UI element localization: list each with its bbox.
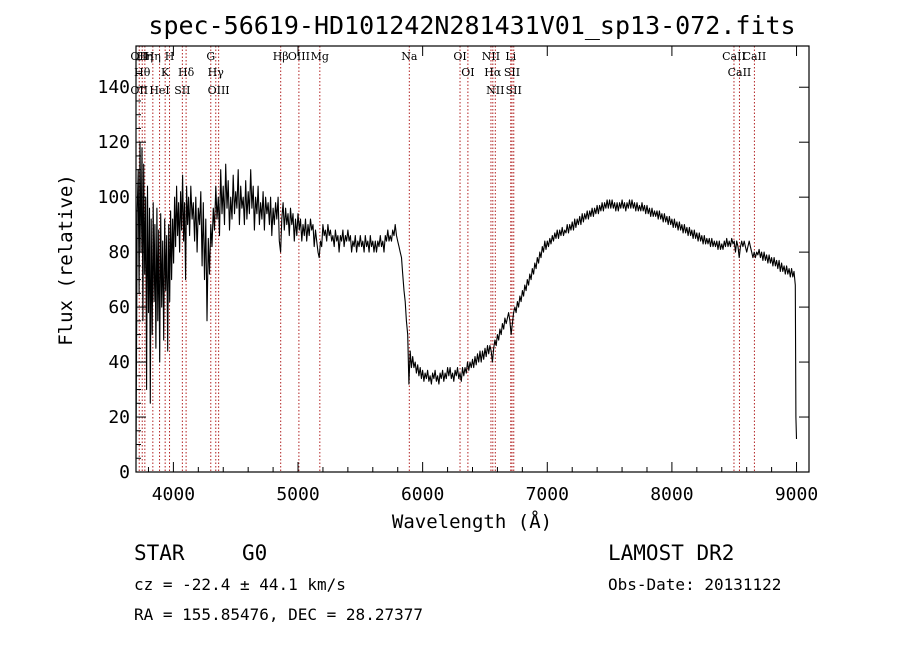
- line-label: SII: [504, 66, 520, 79]
- line-label: SII: [174, 84, 190, 97]
- line-label: Hθ: [134, 66, 151, 79]
- observation-date: Obs-Date: 20131122: [608, 575, 781, 594]
- line-label: G: [206, 50, 215, 63]
- y-tick-label: 60: [108, 297, 130, 318]
- line-label: OIII: [288, 50, 310, 63]
- object-class: STAR: [134, 541, 185, 565]
- x-tick-label: 4000: [152, 484, 195, 505]
- plot-frame: [135, 45, 810, 473]
- coordinates: RA = 155.85476, DEC = 28.27377: [134, 605, 423, 624]
- line-label: OIII: [208, 84, 230, 97]
- x-axis-ticks: 4000 5000 6000 7000 8000 9000: [147, 46, 818, 505]
- y-tick-label: 0: [119, 462, 130, 483]
- x-tick-label: 7000: [526, 484, 569, 505]
- emission-line-markers: [138, 46, 755, 472]
- line-label: HeI: [149, 84, 169, 97]
- line-label: CaII: [743, 50, 767, 63]
- x-axis-label: Wavelength (Å): [392, 510, 552, 533]
- x-tick-label: 9000: [775, 484, 818, 505]
- line-label: Hγ: [208, 66, 225, 79]
- y-tick-label: 100: [97, 187, 130, 208]
- line-label: OII: [130, 84, 148, 97]
- chart-title: spec-56619-HD101242N281431V01_sp13-072.f…: [148, 11, 795, 40]
- line-label: Hδ: [178, 66, 195, 79]
- line-label: SII: [506, 84, 522, 97]
- y-tick-label: 80: [108, 242, 130, 263]
- line-label: Hβ: [273, 50, 289, 63]
- line-label: OI: [461, 66, 474, 79]
- line-label: Na: [401, 50, 418, 63]
- line-label: Li: [505, 50, 516, 63]
- x-tick-label: 8000: [650, 484, 693, 505]
- y-tick-label: 40: [108, 352, 130, 373]
- object-subclass: G0: [242, 541, 267, 565]
- line-label: OII: [130, 50, 148, 63]
- survey-name: LAMOST DR2: [608, 541, 734, 565]
- x-tick-label: 6000: [401, 484, 444, 505]
- line-label: OI: [453, 50, 466, 63]
- line-label: H: [165, 50, 175, 63]
- y-tick-label: 20: [108, 407, 130, 428]
- y-axis-ticks: 0 20 40 60 80 100 120 140: [97, 59, 809, 483]
- line-label: K: [161, 66, 170, 79]
- x-tick-label: 5000: [276, 484, 319, 505]
- line-label: Hα: [484, 66, 502, 79]
- line-label: Hη: [145, 50, 161, 63]
- line-label: Mg: [311, 50, 329, 63]
- line-label: NII: [486, 84, 504, 97]
- line-label: CaII: [728, 66, 752, 79]
- line-label: NII: [482, 50, 500, 63]
- line-label: CaII: [722, 50, 746, 63]
- y-tick-label: 140: [97, 77, 130, 98]
- spectrum-line: [135, 141, 798, 459]
- y-tick-label: 120: [97, 132, 130, 153]
- redshift-velocity: cz = -22.4 ± 44.1 km/s: [134, 575, 346, 594]
- y-axis-label: Flux (relative): [55, 174, 77, 346]
